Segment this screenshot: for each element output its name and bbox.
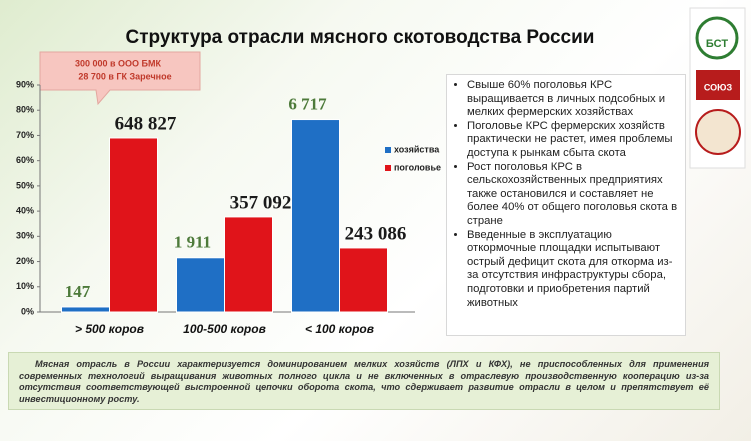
chart-title: Структура отрасли мясного скотоводства Р…: [126, 27, 595, 48]
bullet: Поголовье КРС фермерских хозяйств практи…: [467, 120, 679, 161]
y-tick-label: 60%: [16, 155, 34, 165]
value-label: 1 911: [174, 233, 211, 252]
legend-swatch: [385, 147, 391, 153]
x-tick-label: 100-500 коров: [183, 322, 266, 336]
bar: [109, 137, 158, 313]
bullet: Введенные в эксплуатацию откормочные пло…: [467, 229, 679, 311]
value-label: 147: [65, 282, 91, 301]
y-tick-label: 0%: [21, 306, 34, 316]
y-tick-label: 80%: [16, 105, 34, 115]
bar: [224, 216, 273, 313]
bullet-list: Свыше 60% поголовья КРС выращивается в л…: [455, 79, 679, 310]
footer-text: Мясная отрасль в России характеризуется …: [8, 352, 720, 410]
callout-box: [39, 51, 201, 106]
logo-text: БСТ: [706, 38, 728, 50]
bar: [339, 247, 388, 313]
y-tick-label: 40%: [16, 205, 34, 215]
logo-text: СОЮЗ: [704, 82, 733, 92]
y-tick-label: 30%: [16, 231, 34, 241]
x-tick-label: < 100 коров: [305, 322, 374, 336]
value-label: 243 086: [345, 223, 407, 244]
y-tick-label: 20%: [16, 256, 34, 266]
bar: [176, 257, 225, 313]
legend-swatch: [385, 165, 391, 171]
value-label: 648 827: [115, 113, 177, 134]
callout-text: 28 700 в ГК Заречное: [78, 71, 171, 81]
logo: [696, 70, 740, 100]
value-label: 357 092: [230, 192, 292, 213]
value-label: 6 717: [288, 94, 327, 113]
y-tick-label: 50%: [16, 180, 34, 190]
bar: [291, 119, 340, 313]
bullet: Свыше 60% поголовья КРС выращивается в л…: [467, 79, 679, 120]
callout-text: 300 000 в ООО БМК: [75, 58, 162, 68]
x-tick-label: > 500 коров: [75, 322, 144, 336]
bullet: Рост поголовья КРС в сельскохозяйственны…: [467, 161, 679, 229]
logo: [695, 109, 741, 155]
y-tick-label: 10%: [16, 281, 34, 291]
bullet-box: Свыше 60% поголовья КРС выращивается в л…: [446, 74, 686, 336]
y-tick-label: 70%: [16, 130, 34, 140]
y-tick-label: 90%: [16, 79, 34, 89]
bar: [61, 306, 110, 313]
legend-label: поголовье: [394, 162, 441, 172]
logo: [695, 16, 739, 60]
legend-label: хозяйства: [394, 144, 440, 154]
